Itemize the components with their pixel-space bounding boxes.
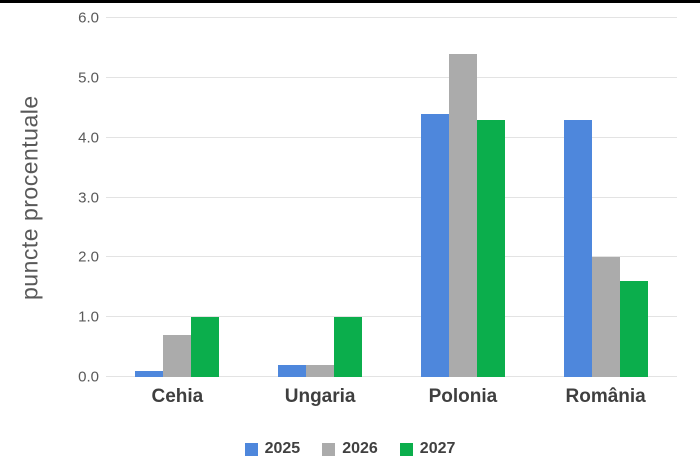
gridline-5.0: [106, 76, 677, 78]
gridline-1.0: [106, 316, 677, 318]
x-axis-labels: Cehia Ungaria Polonia România: [106, 386, 677, 412]
bar-group-Cehia: [135, 18, 220, 377]
legend-item-2027: 2027: [399, 440, 456, 458]
y-tick-label-6.0: 6.0: [78, 9, 99, 27]
legend-item-2025: 2025: [244, 440, 301, 458]
bar-2027-Cehia: [191, 317, 220, 377]
bar-2027-Polonia: [476, 119, 505, 377]
y-tick-label-4.0: 4.0: [78, 129, 99, 147]
gridline-2.0: [106, 256, 677, 258]
legend-swatch-2026: [322, 442, 336, 456]
legend-swatch-2027: [399, 442, 413, 456]
bar-2026-Polonia: [448, 53, 477, 377]
bar-group-Ungaria: [278, 18, 363, 377]
legend-item-2026: 2026: [322, 440, 378, 458]
legend-label-2027: 2027: [419, 440, 456, 457]
bar-2025-Cehia: [135, 371, 164, 377]
bar-2026-România: [591, 257, 620, 377]
y-tick-label-5.0: 5.0: [78, 69, 99, 87]
legend: 2025 2026 2027: [0, 440, 700, 458]
legend-label-2025: 2025: [264, 440, 301, 457]
bar-2026-Ungaria: [306, 365, 335, 377]
bar-2025-România: [563, 119, 592, 377]
top-border-line: [0, 0, 700, 3]
legend-label-2026: 2026: [342, 440, 378, 457]
x-category-label-România: România: [565, 386, 646, 407]
gridline-3.0: [106, 196, 677, 198]
bar-2027-Ungaria: [334, 317, 363, 377]
plot-area: [106, 17, 677, 377]
y-axis-ticks: 0.0 1.0 2.0 3.0 4.0 5.0 6.0: [0, 10, 99, 386]
bar-group-România: [563, 18, 648, 377]
y-tick-label-2.0: 2.0: [78, 248, 99, 266]
gridline-0.0: [106, 376, 677, 377]
bar-2025-Polonia: [420, 113, 449, 377]
y-tick-label-3.0: 3.0: [78, 189, 99, 206]
y-tick-label-0.0: 0.0: [78, 368, 99, 386]
bar-group-Polonia: [420, 18, 505, 377]
bar-2027-România: [619, 281, 648, 377]
y-tick-label-1.0: 1.0: [78, 308, 99, 326]
x-category-label-Ungaria: Ungaria: [284, 386, 356, 407]
gridline-6.0: [106, 17, 677, 18]
x-category-label-Polonia: Polonia: [428, 386, 498, 407]
bar-2025-Ungaria: [278, 365, 307, 377]
x-category-label-Cehia: Cehia: [151, 386, 204, 407]
legend-swatch-2025: [244, 442, 258, 456]
bar-2026-Cehia: [163, 335, 192, 377]
gridline-4.0: [106, 136, 677, 138]
